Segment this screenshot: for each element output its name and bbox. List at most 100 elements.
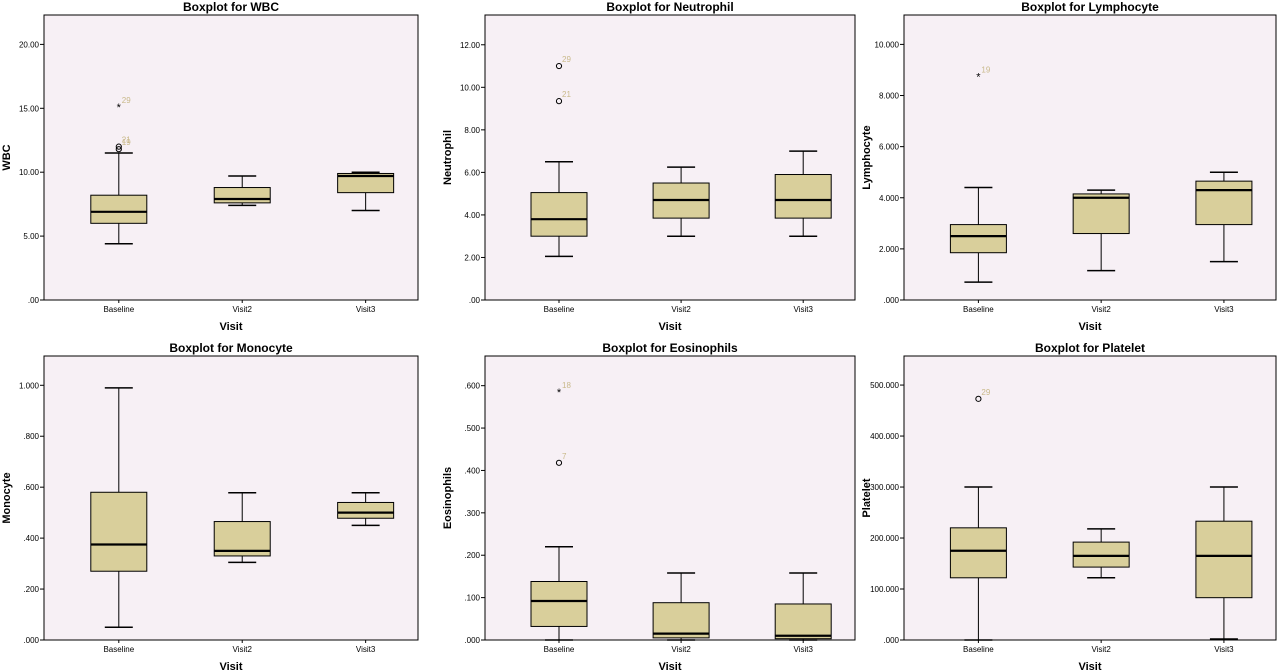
- outlier-marker: [975, 395, 982, 402]
- chart-panel: Boxplot for WBC Visit WBC .00 5.00 10.00 15.00…: [1, 0, 419, 333]
- y-axis-label: Platelet: [861, 478, 873, 517]
- x-tick-label: Baseline: [103, 645, 134, 654]
- iqr-box: [337, 172, 395, 194]
- boxplot-visit3: [774, 150, 832, 237]
- outlier-label: 29: [981, 388, 990, 397]
- y-tick-label: .800: [23, 432, 39, 441]
- y-axis-label: Neutrophil: [442, 130, 454, 185]
- iqr-box: [949, 224, 1007, 254]
- chart-panel: Boxplot for Platelet Visit Platelet .000 100…: [861, 341, 1277, 671]
- boxplot-visit2: [1072, 528, 1130, 579]
- chart-title: Boxplot for Lymphocyte: [1021, 0, 1159, 14]
- y-tick-label: .200: [464, 551, 480, 560]
- iqr-box: [652, 602, 710, 639]
- x-tick-label: Visit3: [793, 645, 813, 654]
- y-tick-label: 10.000: [875, 40, 900, 49]
- plot-area: [903, 14, 1277, 301]
- y-tick-label: .600: [464, 382, 480, 391]
- y-tick-label: 100.000: [870, 585, 899, 594]
- boxplot-baseline: [949, 486, 1007, 641]
- boxplot-visit2: [652, 166, 710, 237]
- y-tick-label: .100: [464, 594, 480, 603]
- outlier-marker: [555, 98, 563, 105]
- x-tick-label: Visit3: [793, 305, 813, 314]
- y-axis-label: Eosinophils: [442, 467, 454, 529]
- y-tick-label: 6.000: [879, 143, 900, 152]
- iqr-box: [530, 581, 588, 627]
- y-tick-label: 10.00: [460, 83, 481, 92]
- boxplot-visit2: [1072, 189, 1130, 272]
- y-tick-label: 2.000: [879, 245, 900, 254]
- y-tick-label: 6.00: [464, 168, 480, 177]
- iqr-box: [1195, 520, 1253, 599]
- y-tick-label: 15.00: [19, 104, 40, 113]
- outlier-label: 29: [562, 55, 571, 64]
- iqr-box: [1072, 541, 1130, 568]
- y-tick-label: 8.000: [879, 92, 900, 101]
- x-tick-label: Visit2: [233, 645, 253, 654]
- y-axis-label: Monocyte: [1, 472, 13, 523]
- iqr-box: [1195, 180, 1253, 226]
- outlier-label: 19: [981, 65, 990, 74]
- chart-panel: Boxplot for Monocyte Visit Monocyte .000 .20…: [1, 341, 419, 671]
- x-tick-label: Visit2: [1091, 305, 1111, 314]
- iqr-box: [213, 187, 271, 204]
- outlier-marker: [115, 143, 122, 150]
- y-tick-label: 4.00: [464, 211, 480, 220]
- chart-title: Boxplot for WBC: [183, 0, 279, 14]
- x-tick-label: Visit2: [671, 645, 691, 654]
- boxplot-visit3: [337, 492, 395, 527]
- y-tick-label: .600: [23, 483, 39, 492]
- iqr-box: [949, 527, 1007, 579]
- iqr-box: [774, 174, 832, 219]
- y-tick-label: 200.000: [870, 534, 899, 543]
- chart-panel: Boxplot for Neutrophil Visit Neutrophil .00…: [442, 0, 856, 333]
- boxplot-visit2: [652, 572, 710, 641]
- y-tick-label: 4.000: [879, 194, 900, 203]
- x-tick-label: Baseline: [103, 305, 134, 314]
- boxplot-baseline: [530, 545, 588, 641]
- y-tick-label: 400.000: [870, 432, 899, 441]
- y-tick-label: 20.00: [19, 40, 40, 49]
- y-tick-label: .00: [469, 296, 481, 305]
- iqr-box: [530, 192, 588, 237]
- y-tick-label: 2.00: [464, 253, 480, 262]
- plot-area: [43, 14, 419, 301]
- y-tick-label: .500: [464, 424, 480, 433]
- outlier-label: 19: [122, 138, 131, 147]
- x-tick-label: Baseline: [544, 645, 575, 654]
- y-tick-label: .200: [23, 585, 39, 594]
- x-axis-label: Visit: [658, 661, 681, 671]
- x-tick-label: Visit3: [1214, 305, 1234, 314]
- y-tick-label: .000: [883, 636, 899, 645]
- extreme-outlier-marker: *: [557, 387, 562, 399]
- x-tick-label: Visit2: [233, 305, 253, 314]
- outlier-label: 7: [562, 452, 567, 461]
- y-tick-label: .000: [23, 636, 39, 645]
- x-axis-label: Visit: [219, 321, 242, 333]
- y-tick-label: 12.00: [460, 41, 481, 50]
- iqr-box: [774, 603, 832, 640]
- y-tick-label: 8.00: [464, 126, 480, 135]
- extreme-outlier-marker: *: [117, 102, 122, 114]
- y-tick-label: .400: [23, 534, 39, 543]
- x-axis-label: Visit: [219, 661, 242, 671]
- boxplot-visit3: [1195, 171, 1253, 263]
- boxplot-baseline: [90, 152, 148, 245]
- x-tick-label: Visit3: [356, 645, 376, 654]
- outlier-label: 18: [562, 381, 571, 390]
- boxplot-visit3: [1195, 486, 1253, 640]
- outlier-label: 21: [562, 90, 571, 99]
- boxplot-visit3: [774, 572, 832, 641]
- x-axis-label: Visit: [658, 321, 681, 333]
- x-tick-label: Visit3: [1214, 645, 1234, 654]
- iqr-box: [90, 194, 148, 224]
- x-tick-label: Baseline: [544, 305, 575, 314]
- boxplot-visit2: [213, 492, 271, 564]
- boxplot-visit2: [213, 175, 271, 207]
- outlier-marker: [555, 459, 563, 466]
- x-tick-label: Visit2: [1091, 645, 1111, 654]
- boxplot-baseline: [530, 161, 588, 258]
- x-tick-label: Visit2: [671, 305, 691, 314]
